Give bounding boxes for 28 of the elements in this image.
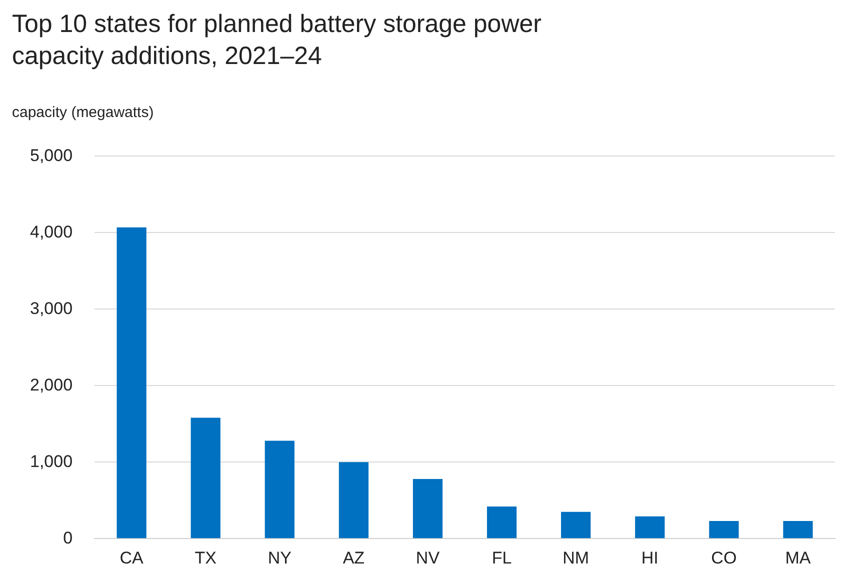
- x-tick-label: HI: [641, 548, 658, 568]
- chart-title: Top 10 states for planned battery storage power capacity additions, 2021–24: [12, 9, 542, 72]
- bar: [338, 462, 369, 538]
- x-tick-label: TX: [194, 548, 216, 568]
- y-tick-label: 2,000: [30, 375, 73, 394]
- bar: [635, 516, 665, 538]
- x-tick-label: NM: [562, 548, 590, 568]
- y-axis-title: capacity (megawatts): [12, 104, 154, 121]
- y-tick-label: 4,000: [30, 222, 73, 242]
- bar: [486, 506, 517, 538]
- bar: [264, 440, 294, 538]
- bar: [412, 478, 443, 538]
- bar: [116, 227, 146, 538]
- bar: [561, 512, 591, 538]
- x-tick-label: NY: [268, 548, 292, 568]
- x-tick-label: CO: [711, 548, 737, 568]
- x-tick-label: CA: [120, 548, 144, 568]
- bar: [709, 521, 739, 538]
- bar: [190, 418, 220, 538]
- x-tick-label: AZ: [342, 548, 365, 568]
- x-tick-label: NV: [416, 548, 440, 568]
- y-tick-label: 1,000: [30, 452, 73, 471]
- y-tick-label: 3,000: [30, 298, 73, 318]
- bar: [783, 521, 813, 538]
- x-tick-label: FL: [492, 548, 512, 568]
- y-tick-label: 5,000: [30, 146, 73, 165]
- y-tick-label: 0: [63, 528, 73, 548]
- x-tick-label: MA: [785, 548, 812, 568]
